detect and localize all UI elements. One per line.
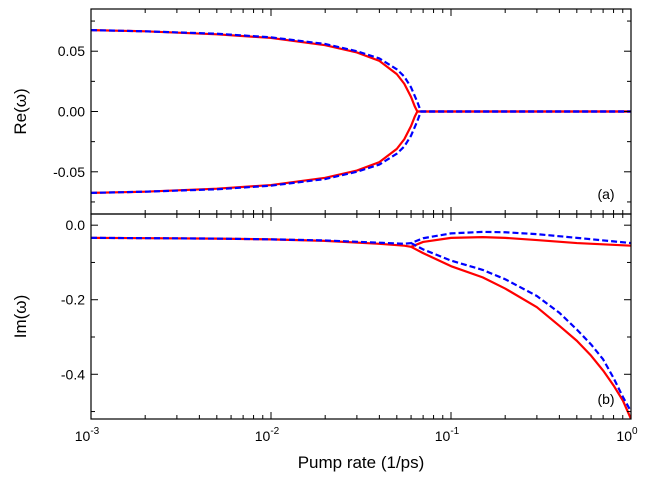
panel-b: 0.0 -0.2 -0.4 Im(ω) (b) xyxy=(11,213,632,420)
panel-b-frame xyxy=(90,213,632,420)
panel-b-series-4-line xyxy=(410,242,631,413)
x-tick-label: 10-3 xyxy=(75,426,100,444)
panel-a-x-ticks xyxy=(90,9,632,214)
y-tick-label: -0.05 xyxy=(53,164,85,180)
panel-a-series-2-line xyxy=(91,110,631,194)
panel-a-y-axis-title: Re(ω) xyxy=(11,88,30,134)
x-axis-title: Pump rate (1/ps) xyxy=(298,453,425,472)
x-axis: 10-3 10-2 10-1 100 xyxy=(75,426,638,444)
y-tick-label: 0.00 xyxy=(58,104,85,120)
y-tick-label: -0.4 xyxy=(61,366,85,382)
x-tick-label: 10-2 xyxy=(255,426,280,444)
panel-b-series-2-line xyxy=(410,245,631,419)
panel-b-y-ticks: 0.0 -0.2 -0.4 xyxy=(61,217,631,413)
panel-b-x-ticks xyxy=(90,214,632,419)
x-tick-label: 10-1 xyxy=(435,426,460,444)
y-tick-label: 0.05 xyxy=(58,43,85,59)
panel-a-series-1-line xyxy=(91,29,631,113)
panel-a-series-4-line xyxy=(91,110,631,194)
panel-a: 0.05 0.00 -0.05 Re(ω) (a) xyxy=(11,8,632,215)
panel-a-lines xyxy=(91,29,631,194)
y-tick-label: 0.0 xyxy=(66,217,86,233)
panel-a-series-3-line xyxy=(91,29,631,113)
panel-b-label: (b) xyxy=(597,391,614,407)
panel-a-label: (a) xyxy=(597,186,614,202)
x-tick-label: 100 xyxy=(616,426,638,444)
panel-b-series-3-line xyxy=(91,230,631,245)
panel-a-y-ticks: 0.05 0.00 -0.05 xyxy=(53,20,631,203)
y-tick-label: -0.2 xyxy=(61,292,85,308)
panel-b-y-axis-title: Im(ω) xyxy=(11,295,30,338)
panel-b-lines xyxy=(91,230,631,419)
